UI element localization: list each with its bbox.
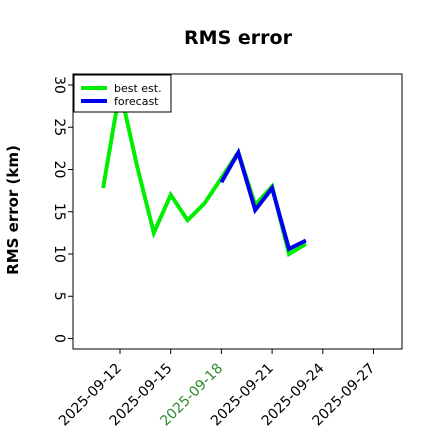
- legend: best est.forecast: [73, 74, 172, 113]
- legend-label: best est.: [114, 82, 162, 95]
- axes-ticks: 0510152025302025-09-122025-09-152025-09-…: [51, 76, 378, 429]
- legend-box: [73, 74, 172, 113]
- series-line-forecast: [219, 147, 307, 252]
- y-tick-label: 10: [51, 245, 67, 263]
- y-tick-label: 30: [51, 76, 67, 94]
- chart-title: RMS error: [184, 27, 293, 49]
- plot-frame: [72, 73, 403, 350]
- legend-label: forecast: [114, 95, 159, 108]
- y-tick-label: 15: [51, 203, 67, 221]
- series-line-best-est: [101, 88, 307, 258]
- y-tick-label: 0: [51, 334, 67, 343]
- y-axis-label: RMS error (km): [4, 145, 22, 275]
- y-tick-label: 20: [51, 161, 67, 179]
- series-lines: [101, 88, 307, 258]
- y-tick-label: 5: [51, 292, 67, 301]
- y-tick-label: 25: [51, 118, 67, 136]
